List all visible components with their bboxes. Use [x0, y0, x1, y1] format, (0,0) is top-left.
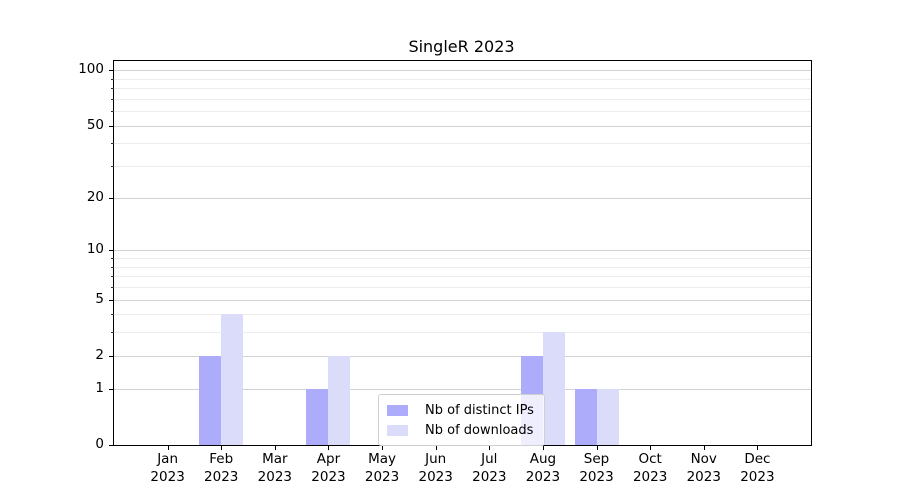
chart-title: SingleR 2023: [408, 37, 515, 56]
y-tick-1: [109, 388, 114, 390]
major-gridline-100: [114, 70, 811, 72]
y-tick-label-0: 0: [95, 436, 104, 452]
bar-distinct-ips-sep: [574, 388, 597, 445]
y-tick-2: [109, 355, 114, 357]
y-minor-tick-80: [111, 88, 114, 90]
major-gridline-20: [114, 197, 811, 199]
x-tick-sep: [596, 445, 598, 450]
y-minor-tick-40: [111, 143, 114, 145]
bar-downloads-feb: [221, 314, 244, 445]
minor-gridline-80: [114, 88, 811, 90]
y-tick-20: [109, 197, 114, 199]
x-tick-label-jun: Jun 2023: [418, 451, 453, 485]
y-tick-label-10: 10: [86, 241, 104, 258]
x-tick-dec: [757, 445, 759, 450]
y-minor-tick-4: [111, 314, 114, 316]
bar-downloads-apr: [328, 355, 351, 445]
x-tick-label-aug: Aug 2023: [525, 451, 561, 485]
x-tick-label-apr: Apr 2023: [311, 451, 346, 485]
minor-gridline-60: [114, 111, 811, 113]
bar-distinct-ips-apr: [306, 388, 329, 445]
legend-label-distinct-ips: Nb of distinct IPs: [425, 402, 534, 418]
legend-swatch-downloads: [387, 424, 408, 436]
y-minor-tick-70: [111, 98, 114, 100]
x-tick-mar: [274, 445, 276, 450]
minor-gridline-4: [114, 314, 811, 316]
x-tick-feb: [221, 445, 223, 450]
y-minor-tick-90: [111, 78, 114, 80]
minor-gridline-6: [114, 287, 811, 288]
x-tick-jul: [489, 445, 491, 450]
y-tick-label-5: 5: [95, 290, 104, 307]
plot-area: 0 1 2 5 10 20 50 100 Jan 2023 Feb 2023 Mar 2023 Apr 202…: [78, 60, 812, 485]
x-tick-label-jul: Jul 2023: [472, 451, 507, 485]
y-tick-label-50: 50: [86, 116, 104, 133]
legend-swatch-distinct-ips: [387, 404, 408, 416]
bar-distinct-ips-feb: [199, 355, 222, 445]
minor-gridline-9: [114, 258, 811, 260]
major-gridline-50: [114, 125, 811, 127]
major-gridline-1: [114, 388, 811, 390]
x-tick-jun: [435, 445, 437, 450]
y-tick-50: [109, 125, 114, 127]
legend-label-downloads: Nb of downloads: [425, 422, 534, 438]
y-tick-label-20: 20: [86, 188, 104, 205]
y-minor-tick-8: [111, 266, 114, 268]
y-tick-10: [109, 250, 114, 252]
y-minor-tick-30: [111, 166, 114, 168]
x-tick-may: [382, 445, 384, 450]
minor-gridline-90: [114, 78, 811, 80]
y-tick-100: [109, 70, 114, 72]
y-tick-0: [109, 445, 114, 446]
x-tick-label-sep: Sep 2023: [579, 451, 614, 485]
x-tick-label-may: May 2023: [364, 451, 400, 485]
y-tick-5: [109, 299, 114, 301]
legend-item-distinct-ips: Nb of distinct IPs: [387, 400, 534, 420]
minor-gridline-40: [114, 143, 811, 145]
x-tick-label-feb: Feb 2023: [204, 451, 239, 485]
legend-item-downloads: Nb of downloads: [387, 420, 534, 440]
y-minor-tick-6: [111, 287, 114, 288]
minor-gridline-8: [114, 266, 811, 268]
minor-gridline-70: [114, 98, 811, 100]
major-gridline-2: [114, 355, 811, 357]
y-tick-label-1: 1: [95, 379, 104, 396]
x-tick-label-mar: Mar 2023: [257, 451, 293, 485]
x-tick-label-dec: Dec 2023: [740, 451, 775, 485]
y-minor-tick-3: [111, 332, 114, 334]
x-tick-label-oct: Oct 2023: [632, 451, 668, 485]
y-tick-label-100: 100: [78, 61, 104, 78]
y-tick-label-2: 2: [95, 346, 104, 363]
minor-gridline-3: [114, 332, 811, 334]
bar-downloads-aug: [542, 332, 565, 445]
bar-downloads-sep: [596, 388, 619, 445]
x-tick-apr: [328, 445, 330, 450]
y-minor-tick-7: [111, 276, 114, 278]
x-tick-label-jan: Jan 2023: [150, 451, 185, 485]
x-tick-nov: [703, 445, 705, 450]
y-minor-tick-60: [111, 111, 114, 113]
minor-gridline-30: [114, 166, 811, 168]
x-tick-oct: [650, 445, 652, 450]
major-gridline-10: [114, 250, 811, 252]
y-minor-tick-9: [111, 258, 114, 260]
x-tick-aug: [542, 445, 544, 450]
legend: Nb of distinct IPs Nb of downloads: [378, 394, 545, 446]
minor-gridline-7: [114, 276, 811, 278]
major-gridline-5: [114, 299, 811, 301]
x-tick-label-nov: Nov 2023: [686, 451, 721, 485]
x-tick-jan: [167, 445, 169, 450]
